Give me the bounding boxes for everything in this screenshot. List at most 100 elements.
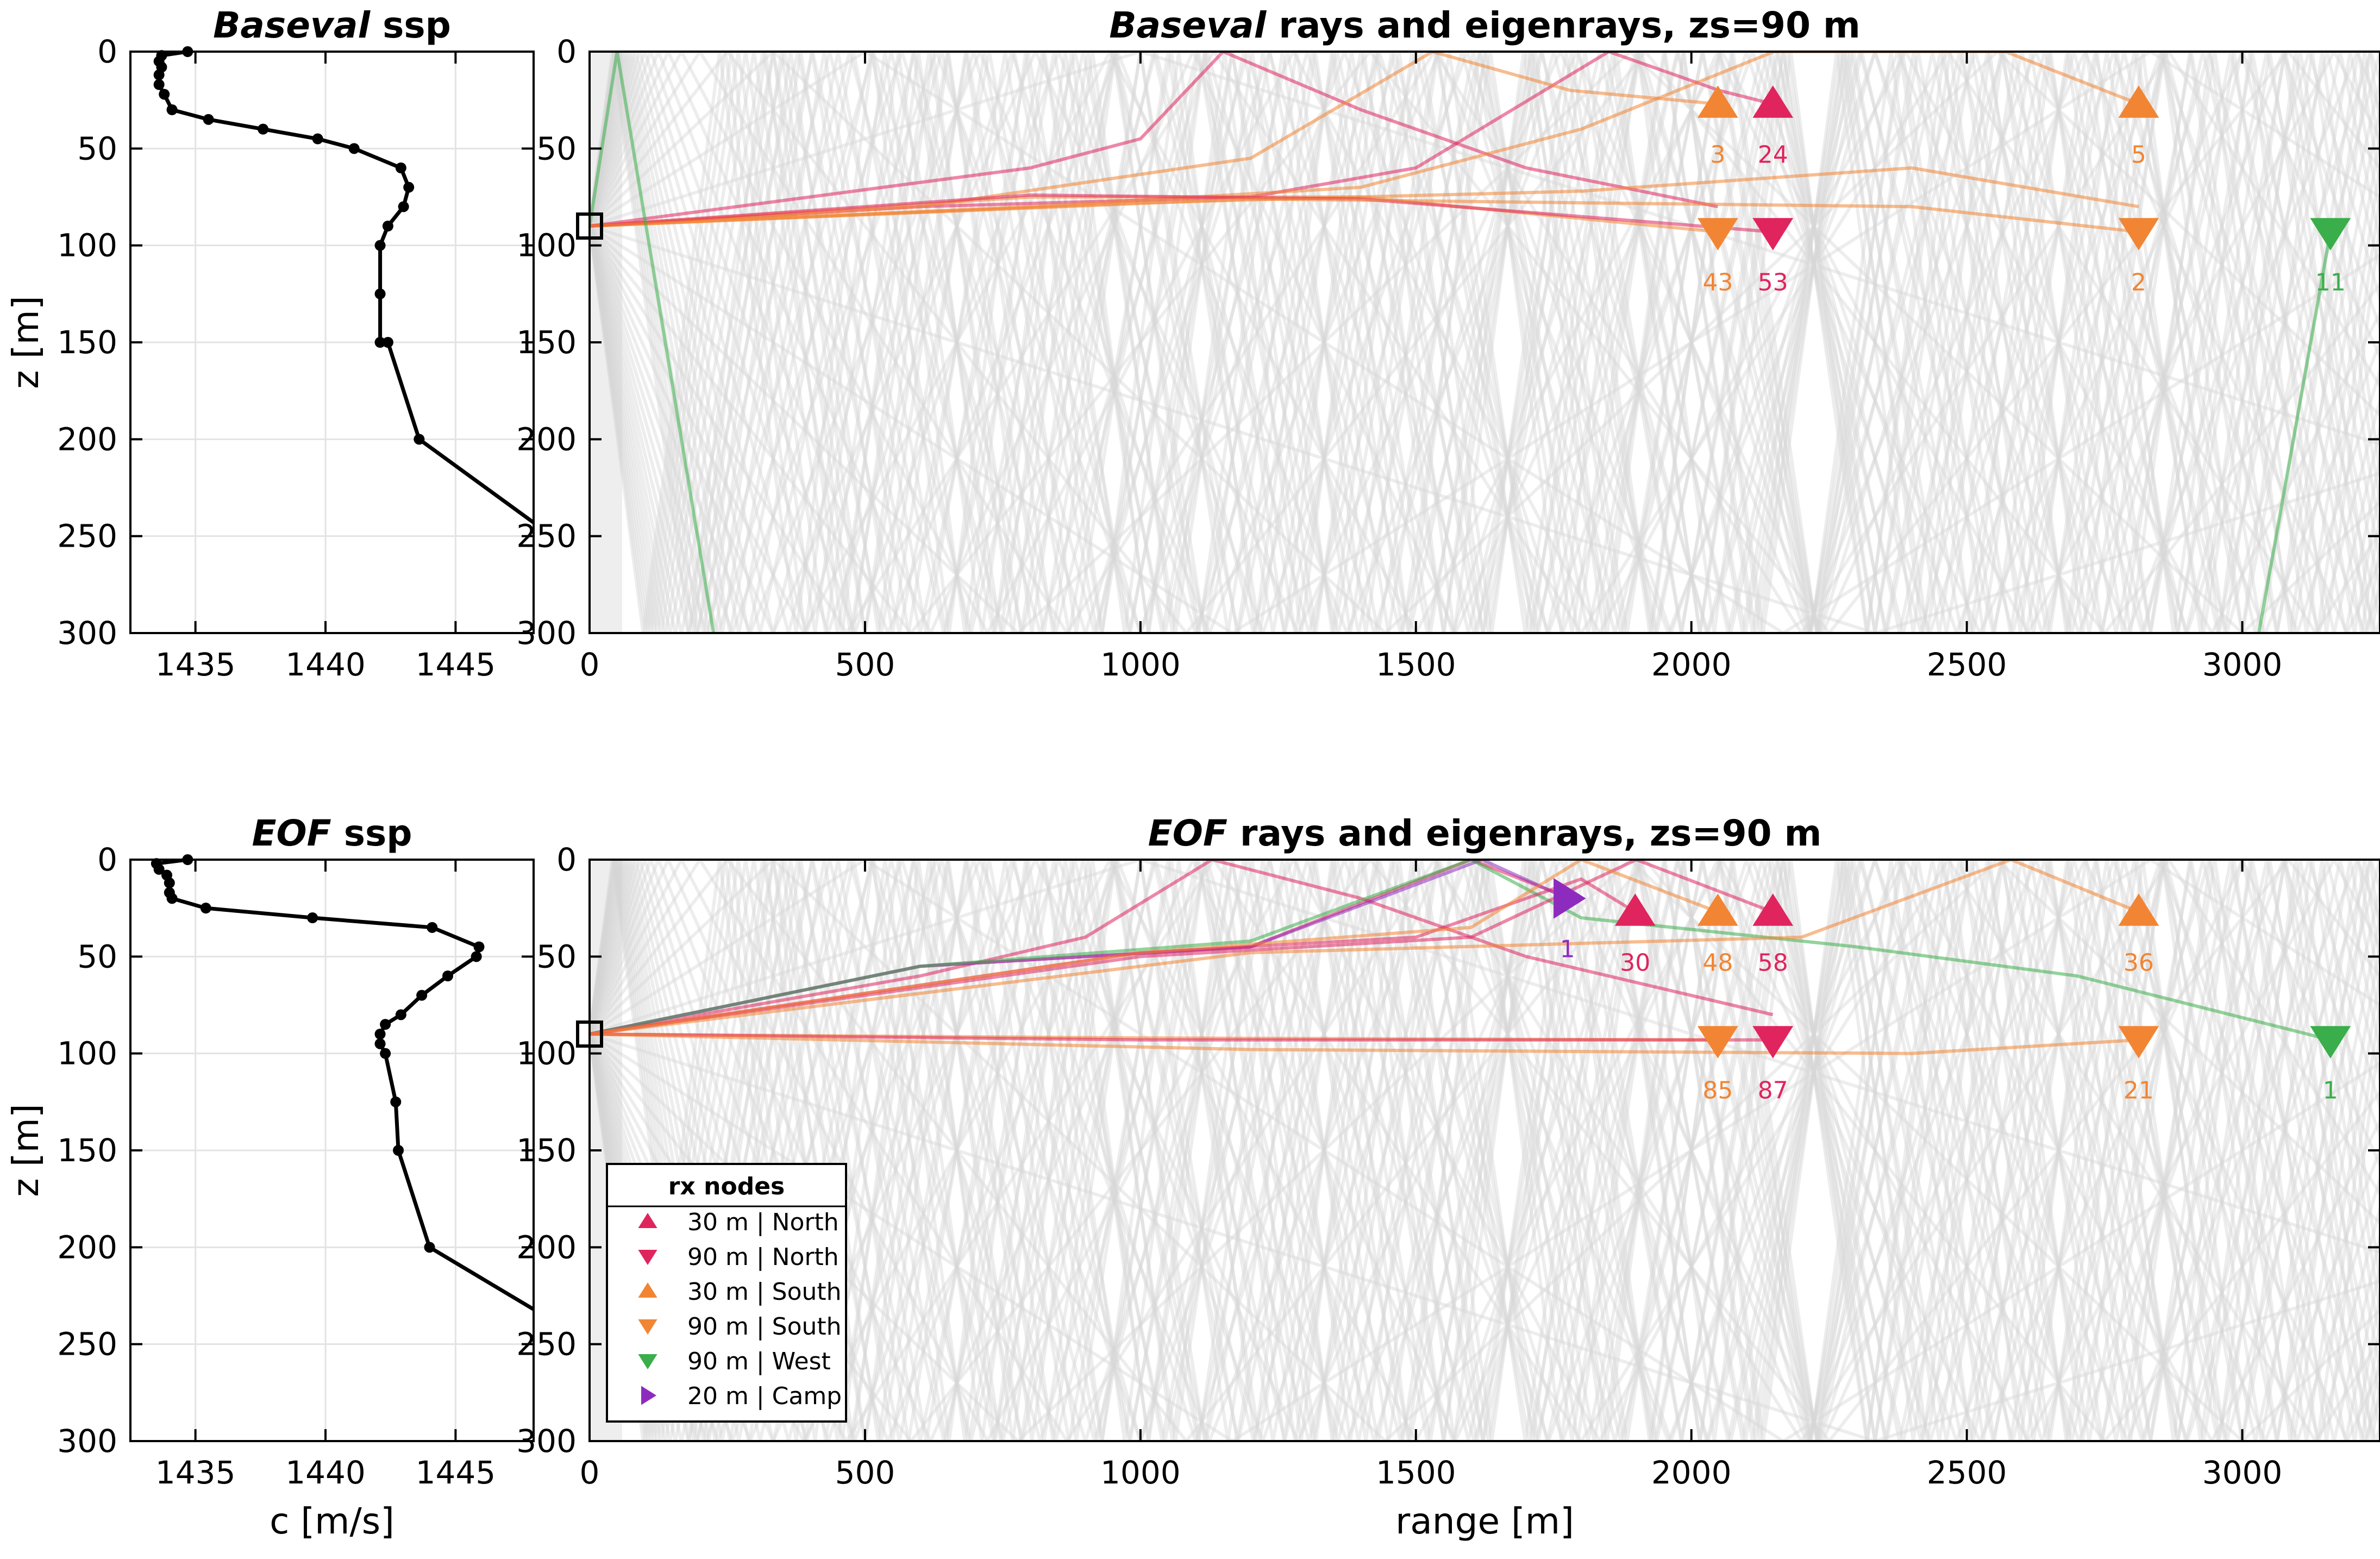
legend-item-label: 30 m | North — [687, 1209, 839, 1236]
eof-fan-ray — [590, 860, 2380, 1441]
eof-ssp-point — [393, 1145, 404, 1156]
eof-ssp-axes: 1435 1440 1445 0 50 100 150 200 250 300 — [57, 841, 535, 1491]
eof-fan-ray — [590, 860, 2380, 1254]
eof-fan-ray — [590, 860, 2380, 1441]
baseval-ssp-point — [348, 143, 360, 154]
baseval-fan-ray — [590, 52, 2380, 633]
eof-ssp-xtick-label: 1445 — [416, 1454, 496, 1491]
legend-marker — [638, 1213, 657, 1228]
eof-ray-ytick-label: 200 — [516, 1229, 577, 1266]
baseval-fan-ray — [590, 52, 2380, 633]
baseval-ssp-ytick-label: 250 — [57, 518, 117, 555]
eof-receiver-label: 1 — [1560, 935, 1575, 963]
eof-ray-xtick-label: 2000 — [1651, 1454, 1732, 1491]
baseval-receiver-label: 2 — [2131, 269, 2146, 297]
baseval-ray-title-italic: Baseval — [1109, 4, 1267, 46]
eof-ray-ytick-label: 100 — [516, 1035, 577, 1072]
ray-xlabel: range [m] — [1395, 1500, 1574, 1542]
baseval-ssp-point — [398, 201, 409, 212]
legend-item-label: 20 m | Camp — [687, 1382, 842, 1410]
baseval-ray-ytick-label: 200 — [516, 421, 577, 458]
baseval-ssp-title-italic: Baseval — [213, 4, 371, 46]
eof-ray-xtick-label: 2500 — [1927, 1454, 2007, 1491]
baseval-fan-ray — [590, 52, 2380, 633]
legend-title: rx nodes — [668, 1173, 785, 1200]
baseval-fan-ray — [590, 52, 2380, 633]
eof-receiver-label: 48 — [1702, 949, 1733, 976]
baseval-ray-xtick-label: 2500 — [1927, 646, 2007, 683]
baseval-fan-ray — [590, 52, 2380, 633]
eof-ssp-point — [153, 863, 165, 875]
eof-eigenray — [590, 860, 1774, 1036]
legend-marker — [638, 1250, 657, 1265]
baseval-fan-ray — [590, 52, 2380, 633]
eof-fan-ray — [590, 860, 2380, 1441]
eof-fan-ray — [590, 860, 2380, 1441]
eof-ssp-title-italic: EOF — [252, 812, 331, 854]
baseval-fan-ray — [590, 224, 2380, 633]
eof-ray-xtick-label: 500 — [835, 1454, 895, 1491]
baseval-ssp-point — [374, 240, 386, 251]
baseval-ssp-point — [159, 89, 170, 100]
baseval-receiver-marker — [1697, 85, 1738, 118]
baseval-eigenrays — [590, 52, 2332, 633]
eof-ray-ytick-label: 50 — [536, 938, 577, 975]
eof-fan-ray — [590, 860, 2380, 1441]
eof-ray-title-italic: EOF — [1148, 812, 1227, 854]
eof-receiver-marker — [1752, 1026, 1794, 1059]
eof-receiver-marker — [1752, 893, 1794, 926]
baseval-fan-ray — [590, 52, 2380, 633]
eof-ray-ytick-label: 250 — [516, 1326, 577, 1363]
eof-fan-ray — [590, 860, 2380, 1441]
baseval-fan-ray — [590, 52, 2380, 633]
eof-fan-ray — [590, 1032, 2380, 1441]
eof-fan-ray — [590, 860, 2380, 1441]
legend-item-label: 90 m | West — [687, 1348, 831, 1375]
eof-ssp-point — [380, 1048, 391, 1059]
eof-ssp-ytick-label: 150 — [57, 1132, 117, 1169]
eof-ssp-ytick-label: 0 — [97, 841, 117, 878]
baseval-fan-ray — [590, 52, 2380, 633]
baseval-fan-ray — [590, 52, 2380, 633]
eof-receiver-marker — [1614, 893, 1656, 926]
baseval-receiver-label: 43 — [1702, 269, 1733, 297]
eof-ssp-point — [442, 971, 454, 981]
baseval-ssp-point — [382, 337, 393, 348]
eof-ssp-profile-line — [153, 857, 535, 1311]
eof-ssp-point — [471, 951, 482, 962]
eof-eigenray — [590, 860, 2331, 1042]
baseval-receiver-label: 3 — [1710, 141, 1725, 168]
baseval-eigenray — [590, 197, 2139, 234]
eof-receiver-marker — [1697, 1026, 1738, 1059]
eof-fan-ray — [590, 860, 2380, 1441]
eof-fan-ray — [590, 860, 2380, 1441]
baseval-ssp-point — [258, 123, 269, 135]
baseval-fan-ray — [590, 52, 2380, 633]
baseval-receiver-label: 11 — [2315, 269, 2346, 297]
baseval-fan-ray — [590, 52, 2380, 633]
baseval-fan-ray — [590, 52, 2380, 633]
eof-eigenray — [590, 1032, 1773, 1042]
eof-receiver-label: 21 — [2124, 1077, 2154, 1105]
baseval-ray-xtick-label: 2000 — [1651, 646, 1732, 683]
eof-fan-ray — [590, 860, 2380, 1441]
baseval-fan-ray — [590, 52, 2380, 633]
eof-ssp-title: EOF ssp — [252, 812, 412, 854]
baseval-fan-ray — [590, 52, 2380, 633]
eof-receiver-label: 87 — [1758, 1077, 1788, 1105]
baseval-fan-ray — [590, 52, 2380, 633]
eof-ssp-ytick-label: 200 — [57, 1229, 117, 1266]
eof-receiver-label: 58 — [1758, 949, 1788, 976]
legend-marker — [638, 1282, 657, 1298]
legend-item-label: 90 m | South — [687, 1313, 842, 1341]
eof-fan-ray — [590, 860, 2380, 1441]
baseval-ray-ytick-label: 50 — [536, 130, 577, 167]
ssp-xlabel: c [m/s] — [270, 1500, 394, 1542]
baseval-fan-ray — [590, 52, 2380, 633]
baseval-ssp-ytick-label: 50 — [77, 130, 117, 167]
eof-ssp-point — [416, 990, 428, 1001]
eof-fan-ray — [590, 860, 2380, 1441]
baseval-fan-ray — [590, 52, 2380, 633]
baseval-ssp-point — [414, 434, 425, 445]
